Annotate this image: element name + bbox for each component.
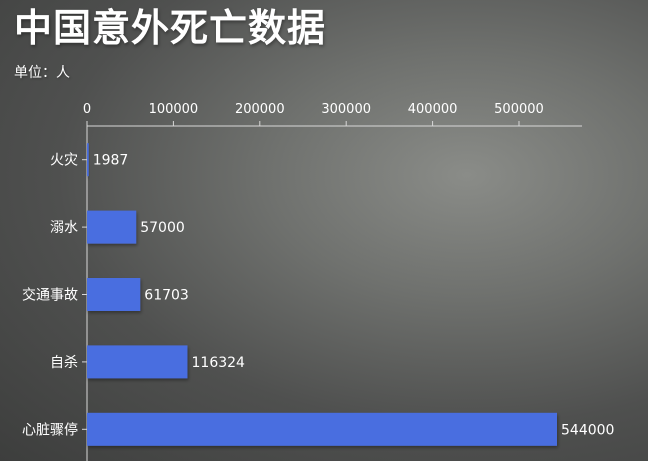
x-tick-label: 200000 (235, 102, 285, 117)
x-tick-label: 400000 (408, 102, 458, 117)
bar (87, 278, 141, 311)
data-label: 1987 (93, 153, 129, 169)
data-label: 57000 (140, 220, 185, 236)
category-label: 火灾 (50, 152, 78, 169)
data-label: 116324 (192, 355, 246, 371)
bar (87, 412, 557, 446)
data-label: 61703 (144, 288, 189, 304)
bar (87, 345, 188, 379)
category-label: 溺水 (50, 220, 78, 236)
bar (87, 143, 89, 177)
category-label: 交通事故 (22, 287, 78, 304)
x-tick-label: 100000 (149, 102, 199, 117)
data-label: 544000 (561, 422, 614, 438)
x-tick-label: 0 (83, 102, 91, 117)
chart-subtitle: 单位：人 (14, 65, 70, 81)
x-tick-label: 300000 (321, 102, 371, 117)
bar (87, 210, 137, 244)
chart-title: 中国意外死亡数据 (14, 6, 327, 50)
category-label: 心脏骤停 (22, 421, 78, 438)
category-label: 自杀 (50, 355, 78, 371)
x-tick-label: 500000 (494, 102, 544, 117)
